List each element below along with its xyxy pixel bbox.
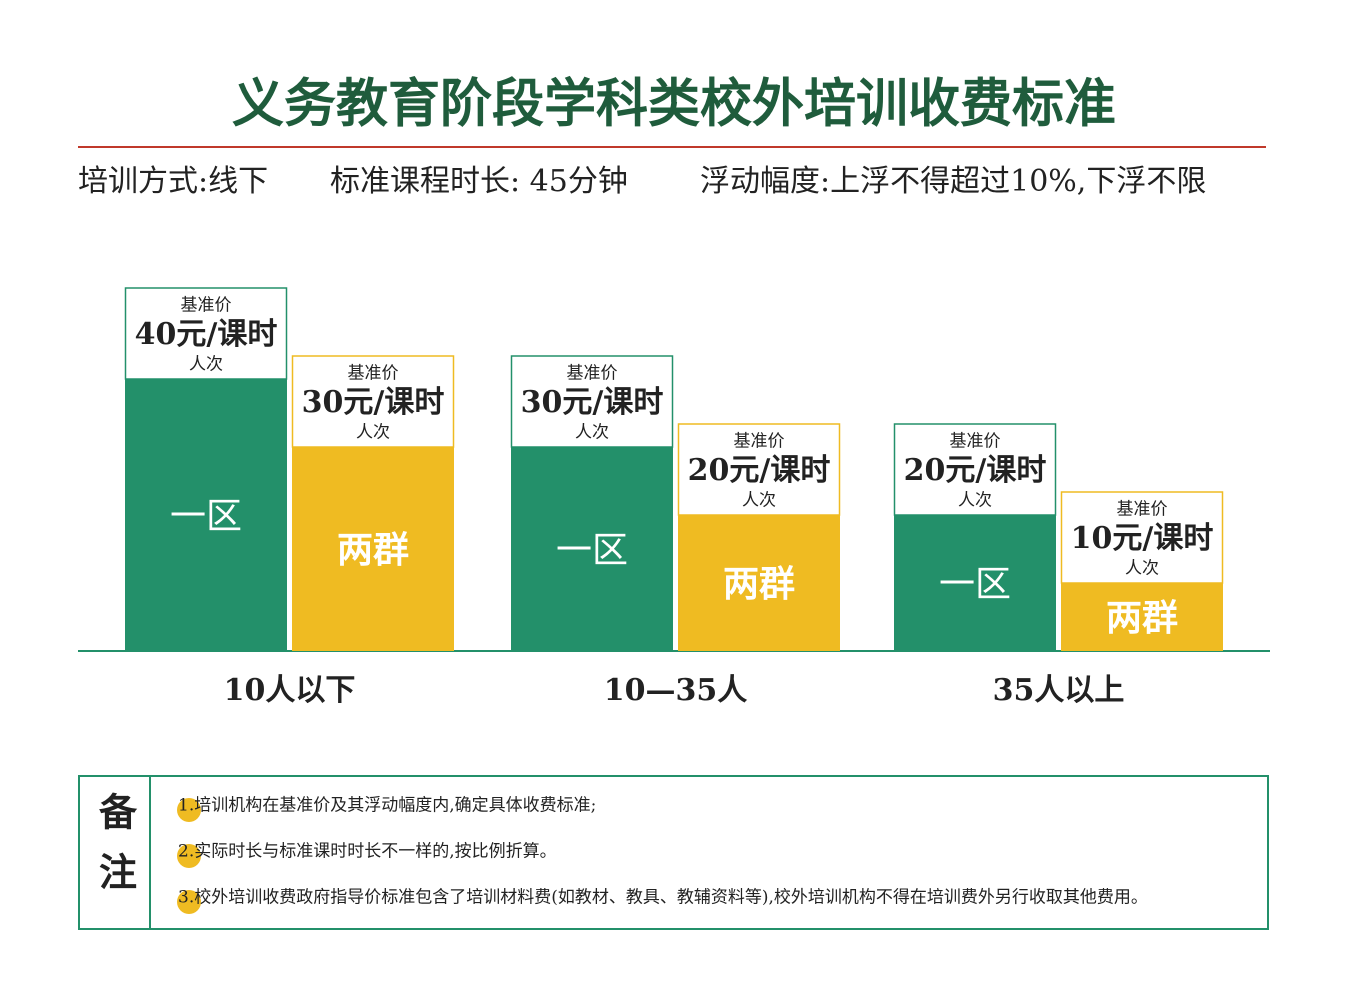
- subtitle: 培训方式:线下: [78, 164, 268, 199]
- unit-caption: 人次: [958, 491, 992, 511]
- unit-caption: 人次: [575, 423, 609, 443]
- remark-item: 2.实际时长与标准课时时长不一样的,按比例折算。: [178, 842, 557, 862]
- remarks-box: [78, 775, 1269, 930]
- value-label: 20元/课时: [904, 453, 1047, 488]
- label-box: [893, 423, 1057, 516]
- series-name: 一区: [556, 530, 628, 571]
- series-name: 一区: [939, 564, 1011, 605]
- price-caption: 基准价: [181, 296, 232, 316]
- chart-title: 义务教育阶段学科类校外培训收费标准: [232, 74, 1116, 135]
- value-label: 30元/课时: [302, 385, 445, 420]
- subtitle: 浮动幅度:上浮不得超过10%,下浮不限: [700, 164, 1206, 199]
- number-dot: [177, 798, 201, 822]
- bar: [678, 515, 840, 651]
- unit-caption: 人次: [189, 355, 223, 375]
- price-caption: 基准价: [734, 432, 785, 452]
- value-label: 40元/课时: [135, 317, 278, 352]
- value-label: 30元/课时: [521, 385, 664, 420]
- bar: [125, 379, 287, 651]
- label-box: [124, 287, 288, 380]
- bar: [1061, 583, 1223, 651]
- value-label: 20元/课时: [688, 453, 831, 488]
- x-tick-label: 10人以下: [224, 673, 356, 708]
- value-label: 10元/课时: [1071, 521, 1214, 556]
- remark-item: 3.校外培训收费政府指导价标准包含了培训材料费(如教材、教具、教辅资料等),校外…: [178, 888, 1148, 908]
- x-tick-label: 10—35人: [604, 673, 748, 708]
- label-box: [1060, 491, 1224, 584]
- remarks-title: 备注: [93, 792, 138, 912]
- price-caption: 基准价: [1117, 500, 1168, 520]
- subtitle: 标准课程时长: 45分钟: [330, 164, 628, 199]
- unit-caption: 人次: [1125, 559, 1159, 579]
- label-box: [291, 355, 455, 448]
- series-name: 一区: [170, 496, 242, 537]
- unit-caption: 人次: [742, 491, 776, 511]
- number-dot: [177, 890, 201, 914]
- series-name: 两群: [723, 563, 795, 605]
- series-name: 两群: [1106, 597, 1178, 639]
- unit-caption: 人次: [356, 423, 390, 443]
- bar: [894, 515, 1056, 651]
- price-caption: 基准价: [950, 432, 1001, 452]
- number-dot: [177, 844, 201, 868]
- bar: [511, 447, 673, 651]
- label-box: [510, 355, 674, 448]
- bar: [292, 447, 454, 651]
- price-caption: 基准价: [567, 364, 618, 384]
- label-box: [677, 423, 841, 516]
- x-tick-label: 35人以上: [993, 673, 1125, 708]
- series-name: 两群: [337, 529, 409, 571]
- price-caption: 基准价: [348, 364, 399, 384]
- remark-item: 1.培训机构在基准价及其浮动幅度内,确定具体收费标准;: [178, 796, 596, 816]
